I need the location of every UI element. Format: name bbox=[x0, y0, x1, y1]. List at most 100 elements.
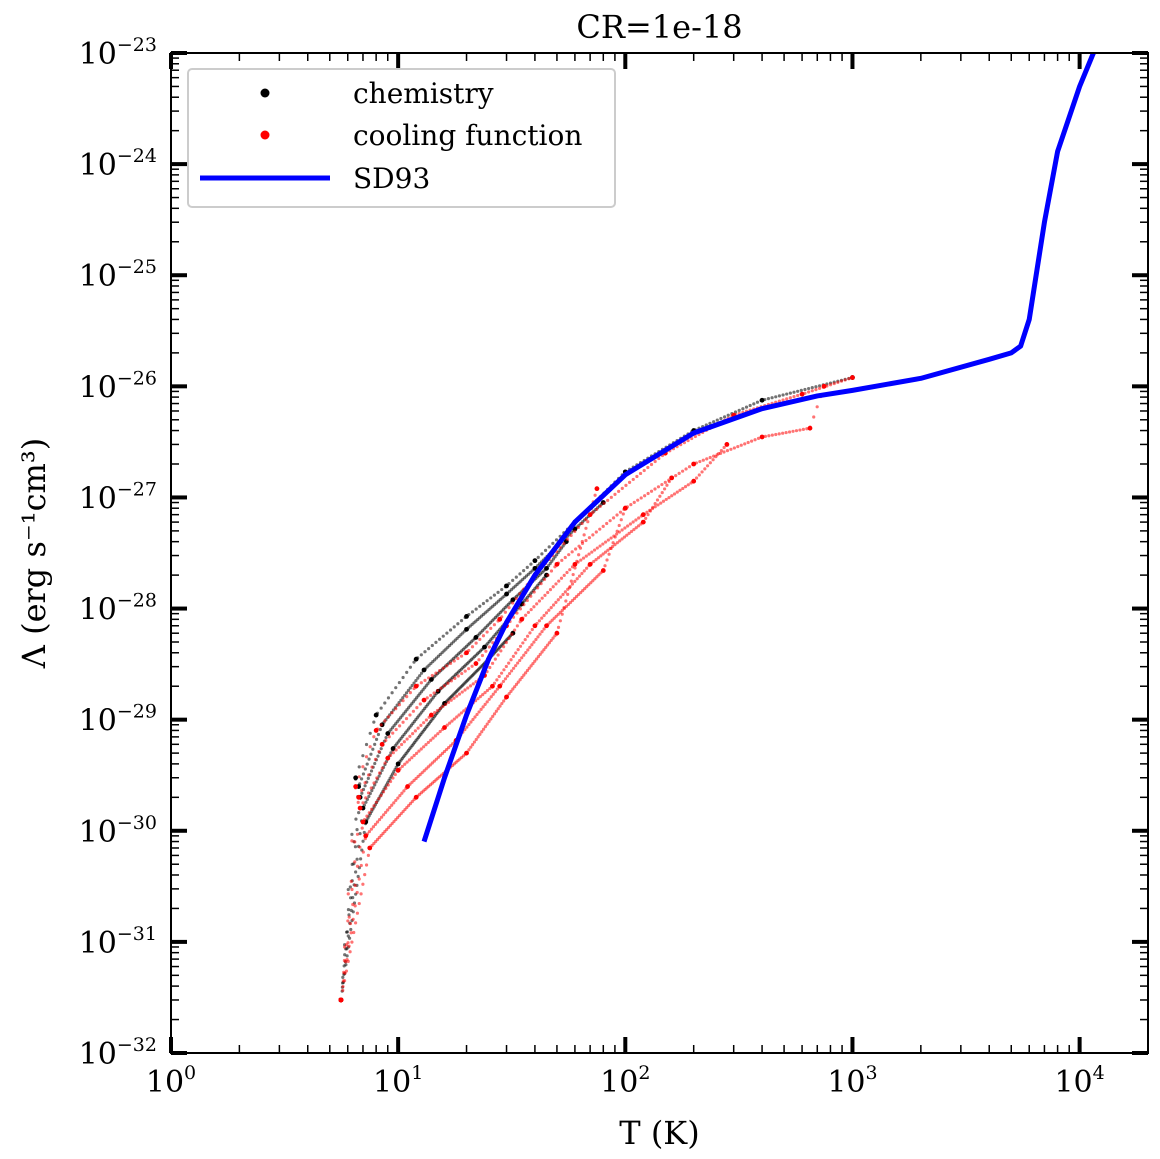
cooling-function-point bbox=[442, 749, 447, 754]
cooling-function-point bbox=[483, 725, 487, 729]
cooling-function-point bbox=[599, 554, 603, 558]
cooling-function-point bbox=[496, 707, 500, 711]
cooling-function-point bbox=[352, 930, 356, 935]
cooling-function-point bbox=[444, 702, 448, 706]
cooling-function-point bbox=[565, 537, 570, 542]
cooling-function-point bbox=[457, 692, 462, 696]
cooling-function-point bbox=[535, 602, 539, 606]
cooling-function-point bbox=[384, 738, 388, 743]
cooling-function-point bbox=[511, 654, 515, 658]
cooling-function-point bbox=[548, 620, 552, 624]
cooling-function-point bbox=[396, 796, 400, 800]
cooling-function-point bbox=[373, 822, 378, 826]
cooling-function-point bbox=[796, 393, 800, 398]
cooling-function-point bbox=[411, 709, 416, 713]
cooling-function-point bbox=[561, 592, 565, 597]
cooling-function-point bbox=[544, 611, 549, 615]
cooling-function-point bbox=[350, 839, 354, 843]
cooling-function-point bbox=[540, 616, 544, 620]
cooling-function-point bbox=[549, 569, 554, 573]
chemistry-point bbox=[464, 626, 469, 632]
cooling-function-point bbox=[798, 428, 802, 432]
cooling-function-point bbox=[474, 641, 478, 645]
cooling-function-point bbox=[431, 736, 435, 740]
cooling-function-point bbox=[618, 539, 622, 543]
cooling-function-point bbox=[395, 767, 401, 773]
chemistry-point bbox=[350, 832, 354, 836]
chemistry-point bbox=[464, 614, 469, 619]
cooling-function-point bbox=[787, 430, 792, 434]
cooling-function-point bbox=[426, 740, 430, 745]
cooling-function-point bbox=[598, 504, 602, 508]
chemistry-point bbox=[452, 625, 456, 629]
cooling-function-point bbox=[620, 537, 624, 541]
cooling-function-point bbox=[496, 653, 500, 657]
chemistry-point bbox=[355, 857, 359, 861]
cooling-function-point bbox=[388, 806, 392, 810]
cooling-function-point bbox=[644, 516, 648, 520]
cooling-function-point bbox=[523, 637, 527, 642]
cooling-function-point bbox=[361, 850, 365, 854]
cooling-function-point bbox=[691, 461, 697, 467]
cooling-function-point bbox=[653, 487, 657, 491]
chemistry-point bbox=[708, 421, 712, 425]
cooling-function-point bbox=[434, 671, 438, 675]
cooling-function-point bbox=[497, 616, 503, 622]
cooling-function-point bbox=[579, 558, 583, 562]
chemistry-point bbox=[781, 393, 785, 397]
cooling-function-point bbox=[626, 524, 630, 528]
cooling-function-point bbox=[593, 493, 597, 497]
cooling-function-point bbox=[767, 434, 771, 438]
cooling-function-point bbox=[674, 474, 678, 478]
cooling-function-point bbox=[435, 688, 440, 693]
cooling-function-point bbox=[372, 781, 376, 785]
cooling-function-point bbox=[711, 458, 715, 462]
cooling-function-point bbox=[460, 671, 464, 676]
legend-box bbox=[187, 68, 616, 208]
cooling-function-point bbox=[398, 794, 402, 798]
chemistry-point bbox=[363, 767, 367, 771]
cooling-function-point bbox=[530, 627, 534, 632]
cooling-function-point bbox=[361, 801, 365, 805]
cooling-function-point bbox=[438, 706, 442, 711]
chemistry-point bbox=[777, 394, 781, 398]
chemistry-point bbox=[547, 545, 551, 549]
chemistry-point bbox=[752, 402, 756, 406]
cooling-function-point bbox=[504, 664, 508, 669]
plot-frame bbox=[170, 52, 1149, 1054]
cooling-function-point bbox=[524, 613, 528, 617]
cooling-function-point bbox=[510, 632, 514, 636]
cooling-function-point bbox=[587, 561, 593, 567]
cooling-function-point bbox=[613, 492, 617, 496]
cooling-function-point bbox=[611, 516, 616, 520]
cooling-function-point bbox=[518, 658, 522, 663]
cooling-function-point bbox=[487, 697, 491, 701]
cooling-function-point bbox=[427, 676, 431, 680]
cooling-function-point bbox=[562, 541, 566, 546]
cooling-function-point bbox=[341, 984, 345, 989]
chemistry-point bbox=[421, 667, 427, 673]
cooling-function-point bbox=[353, 904, 357, 908]
cooling-function-point bbox=[372, 735, 376, 739]
cooling-function-point bbox=[574, 594, 579, 599]
cooling-function-point bbox=[429, 738, 433, 742]
cooling-function-point bbox=[424, 743, 428, 747]
cooling-function-point bbox=[537, 599, 542, 603]
cooling-function-point bbox=[435, 708, 440, 713]
chemistry-point bbox=[543, 548, 548, 552]
cooling-function-point bbox=[631, 477, 635, 482]
cooling-function-point bbox=[492, 623, 497, 627]
cooling-function-point bbox=[645, 510, 649, 514]
cooling-function-point bbox=[595, 546, 599, 550]
chemistry-point bbox=[551, 541, 555, 545]
cooling-function-point bbox=[631, 520, 635, 524]
cooling-function-point bbox=[442, 725, 447, 730]
cooling-function-point bbox=[528, 645, 532, 649]
cooling-function-point bbox=[416, 726, 420, 730]
cooling-function-point bbox=[402, 789, 406, 793]
chemistry-point bbox=[438, 637, 442, 641]
cooling-function-point bbox=[615, 541, 619, 545]
cooling-function-point bbox=[484, 649, 488, 653]
cooling-function-point bbox=[391, 731, 395, 735]
chemistry-point bbox=[364, 800, 368, 804]
